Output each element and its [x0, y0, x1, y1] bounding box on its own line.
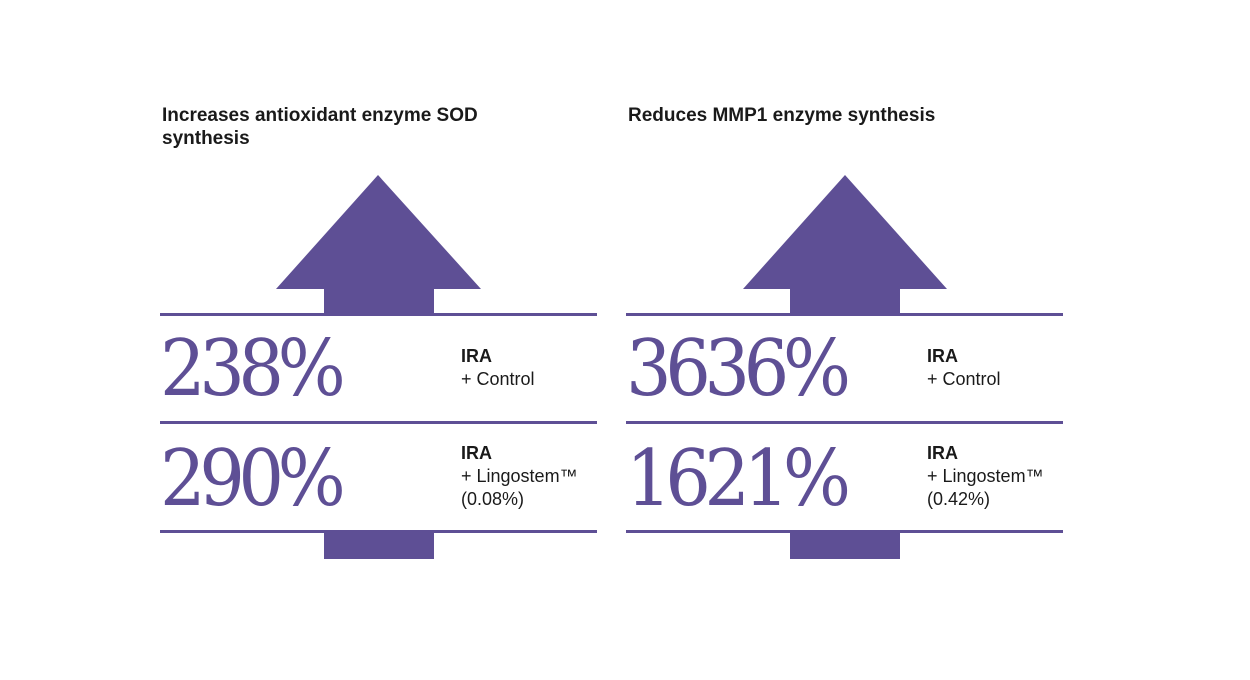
label-sub: + Lingostem™ [927, 466, 1044, 486]
label-row-1: IRA + Control [461, 345, 601, 391]
label-main: IRA [927, 346, 958, 366]
divider-bottom [160, 530, 597, 533]
divider-middle [626, 421, 1063, 424]
arrow-shaft-bottom [324, 532, 434, 559]
arrow-shaft-top [790, 288, 900, 315]
up-arrow-icon [276, 175, 481, 559]
label-main: IRA [461, 346, 492, 366]
panel-mmp1: Reduces MMP1 enzyme synthesis 3636% IRA … [626, 0, 1066, 680]
value-row-2: 1621% [626, 434, 851, 524]
divider-bottom [626, 530, 1063, 533]
divider-top [160, 313, 597, 316]
label-sub: + Lingostem™ [461, 466, 578, 486]
value-row-2: 290% [160, 434, 346, 524]
label-main: IRA [461, 443, 492, 463]
label-row-1: IRA + Control [927, 345, 1067, 391]
arrow-head [743, 175, 947, 289]
value-row-1: 3636% [626, 324, 851, 414]
panel-title: Increases antioxidant enzyme SOD synthes… [162, 105, 478, 149]
label-extra: (0.08%) [461, 489, 525, 509]
value-row-1: 238% [160, 324, 346, 414]
label-main: IRA [927, 443, 958, 463]
arrow-shaft-bottom [790, 532, 900, 559]
label-sub: + Control [927, 369, 1001, 389]
label-row-2: IRA + Lingostem™ (0.08%) [461, 442, 601, 511]
divider-middle [160, 421, 597, 424]
label-extra: (0.42%) [927, 489, 991, 509]
panel-title: Reduces MMP1 enzyme synthesis [628, 105, 936, 126]
arrow-shaft-top [324, 288, 434, 315]
panel-sod: Increases antioxidant enzyme SOD synthes… [160, 0, 600, 680]
label-sub: + Control [461, 369, 535, 389]
up-arrow-icon [743, 175, 947, 559]
label-row-2: IRA + Lingostem™ (0.42%) [927, 442, 1067, 511]
arrow-head [276, 175, 481, 289]
divider-top [626, 313, 1063, 316]
